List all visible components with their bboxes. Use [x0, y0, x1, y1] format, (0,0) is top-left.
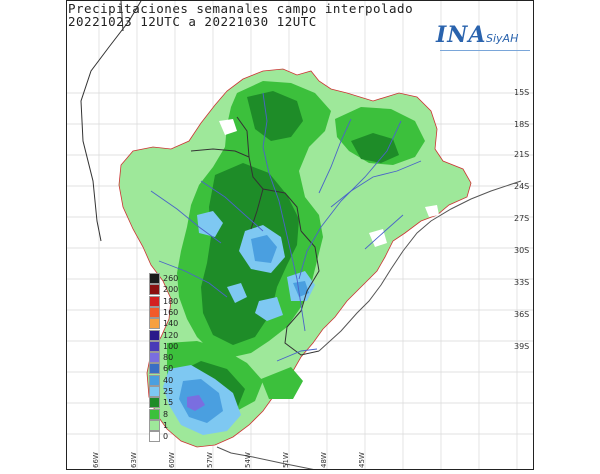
ina-logo: INA SiyAH	[436, 22, 532, 64]
map-date-range: 20221023 12UTC a 20221030 12UTC	[68, 14, 317, 29]
legend-label: 1	[163, 420, 169, 430]
legend-swatch	[149, 284, 160, 296]
legend-entry: 8	[149, 408, 189, 420]
legend-entry: 160	[149, 306, 189, 318]
latitude-label: 36S	[514, 310, 530, 319]
legend-entry: 25	[149, 386, 189, 397]
longitude-label: 60W	[168, 452, 176, 468]
legend-label: 0	[163, 432, 169, 442]
legend-swatch	[149, 306, 160, 318]
legend-label: 160	[163, 307, 179, 317]
legend-swatch	[149, 352, 160, 364]
legend-entry: 100	[149, 340, 189, 352]
legend-label: 260	[163, 274, 179, 283]
longitude-label: 48W	[320, 452, 328, 468]
legend-swatch	[149, 408, 160, 420]
legend-entry: 140	[149, 318, 189, 330]
legend-swatch	[149, 363, 160, 375]
legend-label: 80	[163, 353, 174, 363]
legend-swatch	[149, 397, 160, 409]
legend-entry: 1	[149, 419, 189, 431]
latitude-label: 24S	[514, 182, 530, 191]
legend-entry: 60	[149, 363, 189, 375]
longitude-label: 45W	[358, 452, 366, 468]
legend-swatch	[149, 431, 160, 443]
latitude-label: 27S	[514, 214, 530, 223]
legend-entry: 180	[149, 295, 189, 307]
legend-swatch	[149, 329, 160, 341]
longitude-label: 51W	[282, 452, 290, 468]
map-frame: 260 200 180 160 140 120 100 80 60 40 25 15 8 1 0	[66, 0, 534, 470]
zone-80mm	[187, 395, 205, 411]
legend-entry: 80	[149, 352, 189, 364]
precipitation-map	[67, 1, 533, 469]
legend-entry: 200	[149, 284, 189, 296]
legend-entry: 120	[149, 329, 189, 341]
longitude-label: 54W	[244, 452, 252, 468]
legend-label: 15	[163, 398, 174, 408]
ina-logo-text: INA	[436, 22, 487, 48]
country-borders	[80, 1, 320, 356]
legend-label: 180	[163, 296, 179, 306]
latitude-label: 30S	[514, 246, 530, 255]
latitude-label: 21S	[514, 150, 530, 159]
legend-swatch	[149, 386, 160, 397]
legend-swatch	[149, 374, 160, 386]
legend-label: 25	[163, 387, 174, 396]
logo-underline	[440, 50, 530, 61]
legend-label: 60	[163, 364, 174, 374]
legend-swatch	[149, 419, 160, 431]
map-title: Precipitaciones semanales campo interpol…	[68, 1, 414, 16]
legend-label: 40	[163, 375, 174, 385]
legend-swatch	[149, 295, 160, 307]
latitude-label: 15S	[514, 88, 530, 97]
legend-swatch	[149, 318, 160, 330]
legend-label: 100	[163, 341, 179, 351]
rivers	[150, 92, 422, 362]
latitude-label: 33S	[514, 278, 530, 287]
legend-entry: 0	[149, 431, 189, 443]
legend-entry: 260	[149, 273, 189, 284]
legend-label: 8	[163, 409, 169, 419]
latitude-label: 39S	[514, 342, 530, 351]
coastline	[318, 180, 522, 352]
longitude-label: 66W	[92, 452, 100, 468]
legend-swatch	[149, 273, 160, 284]
latitude-label: 18S	[514, 120, 530, 129]
legend-label: 200	[163, 285, 179, 295]
legend-entry: 40	[149, 374, 189, 386]
legend-label: 140	[163, 319, 179, 329]
siyah-logo-text: SiyAH	[486, 32, 519, 45]
legend-label: 120	[163, 330, 179, 340]
legend-entry: 15	[149, 397, 189, 409]
legend-swatch	[149, 340, 160, 352]
longitude-label: 57W	[206, 452, 214, 468]
longitude-label: 63W	[130, 452, 138, 468]
